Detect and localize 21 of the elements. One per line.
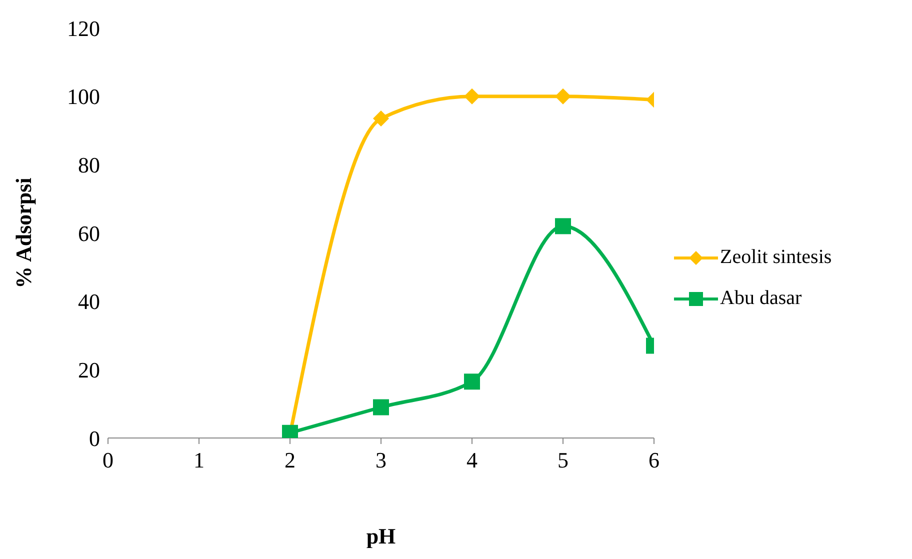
x-tick-label: 5 — [558, 448, 568, 473]
x-tick-label: 1 — [194, 448, 204, 473]
legend-label: Abu dasar — [720, 287, 802, 310]
y-tick-label: 60 — [78, 220, 100, 246]
y-tick-label: 20 — [78, 357, 100, 382]
x-tick-label: 4 — [466, 448, 478, 473]
point — [373, 399, 389, 416]
x-tick-label: 6 — [648, 448, 660, 473]
y-tick-label: 0 — [89, 426, 100, 451]
legend-label: Zeolit sintesis — [720, 246, 832, 269]
point — [373, 110, 389, 127]
y-tick-label: 80 — [78, 152, 100, 178]
point — [464, 374, 480, 390]
y-tick-label: 100 — [67, 84, 100, 110]
x-axis-title: pH — [366, 524, 396, 549]
point — [464, 88, 480, 104]
y-tick-label: 40 — [78, 289, 100, 314]
y-axis-title: % Adsorpsi — [10, 178, 36, 288]
y-tick-label: 120 — [67, 16, 100, 41]
x-tick-label: 2 — [284, 448, 296, 473]
x-tick-label: 3 — [376, 448, 386, 473]
